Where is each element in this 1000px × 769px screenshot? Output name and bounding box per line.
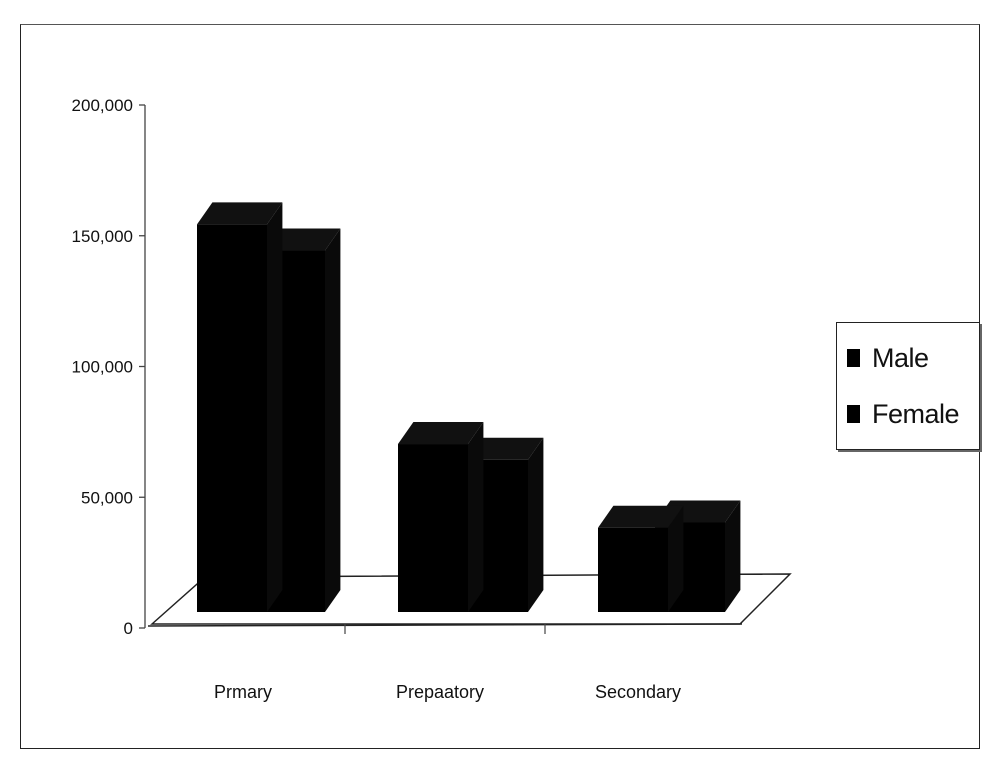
x-category-label: Prmary [214, 682, 272, 702]
y-tick-label: 150,000 [72, 227, 133, 246]
x-axis-line [147, 623, 743, 627]
bars-layer [197, 202, 741, 612]
legend-label-male: Male [872, 342, 929, 373]
legend-swatch-male [847, 349, 860, 367]
labels-layer: 0 50,000 100,000 150,000 200,000 Prmary Prepaa… [72, 96, 681, 702]
y-tick-label: 100,000 [72, 358, 133, 377]
legend-label-female: Female [872, 398, 960, 429]
y-tick-label: 0 [124, 619, 133, 638]
bar-male-0 [197, 202, 283, 612]
x-category-label: Prepaatory [396, 682, 484, 702]
bar-male-1 [398, 422, 484, 612]
legend-swatch-female [847, 405, 860, 423]
legend-item-male: Male [847, 343, 929, 373]
y-tick-label: 50,000 [81, 488, 133, 507]
bar-male-2 [598, 505, 684, 612]
legend-item-female: Female [847, 398, 960, 429]
axis-layer [139, 104, 146, 629]
legend: Male Female [836, 322, 980, 450]
y-tick-label: 200,000 [72, 96, 133, 115]
x-category-label: Secondary [595, 682, 681, 702]
